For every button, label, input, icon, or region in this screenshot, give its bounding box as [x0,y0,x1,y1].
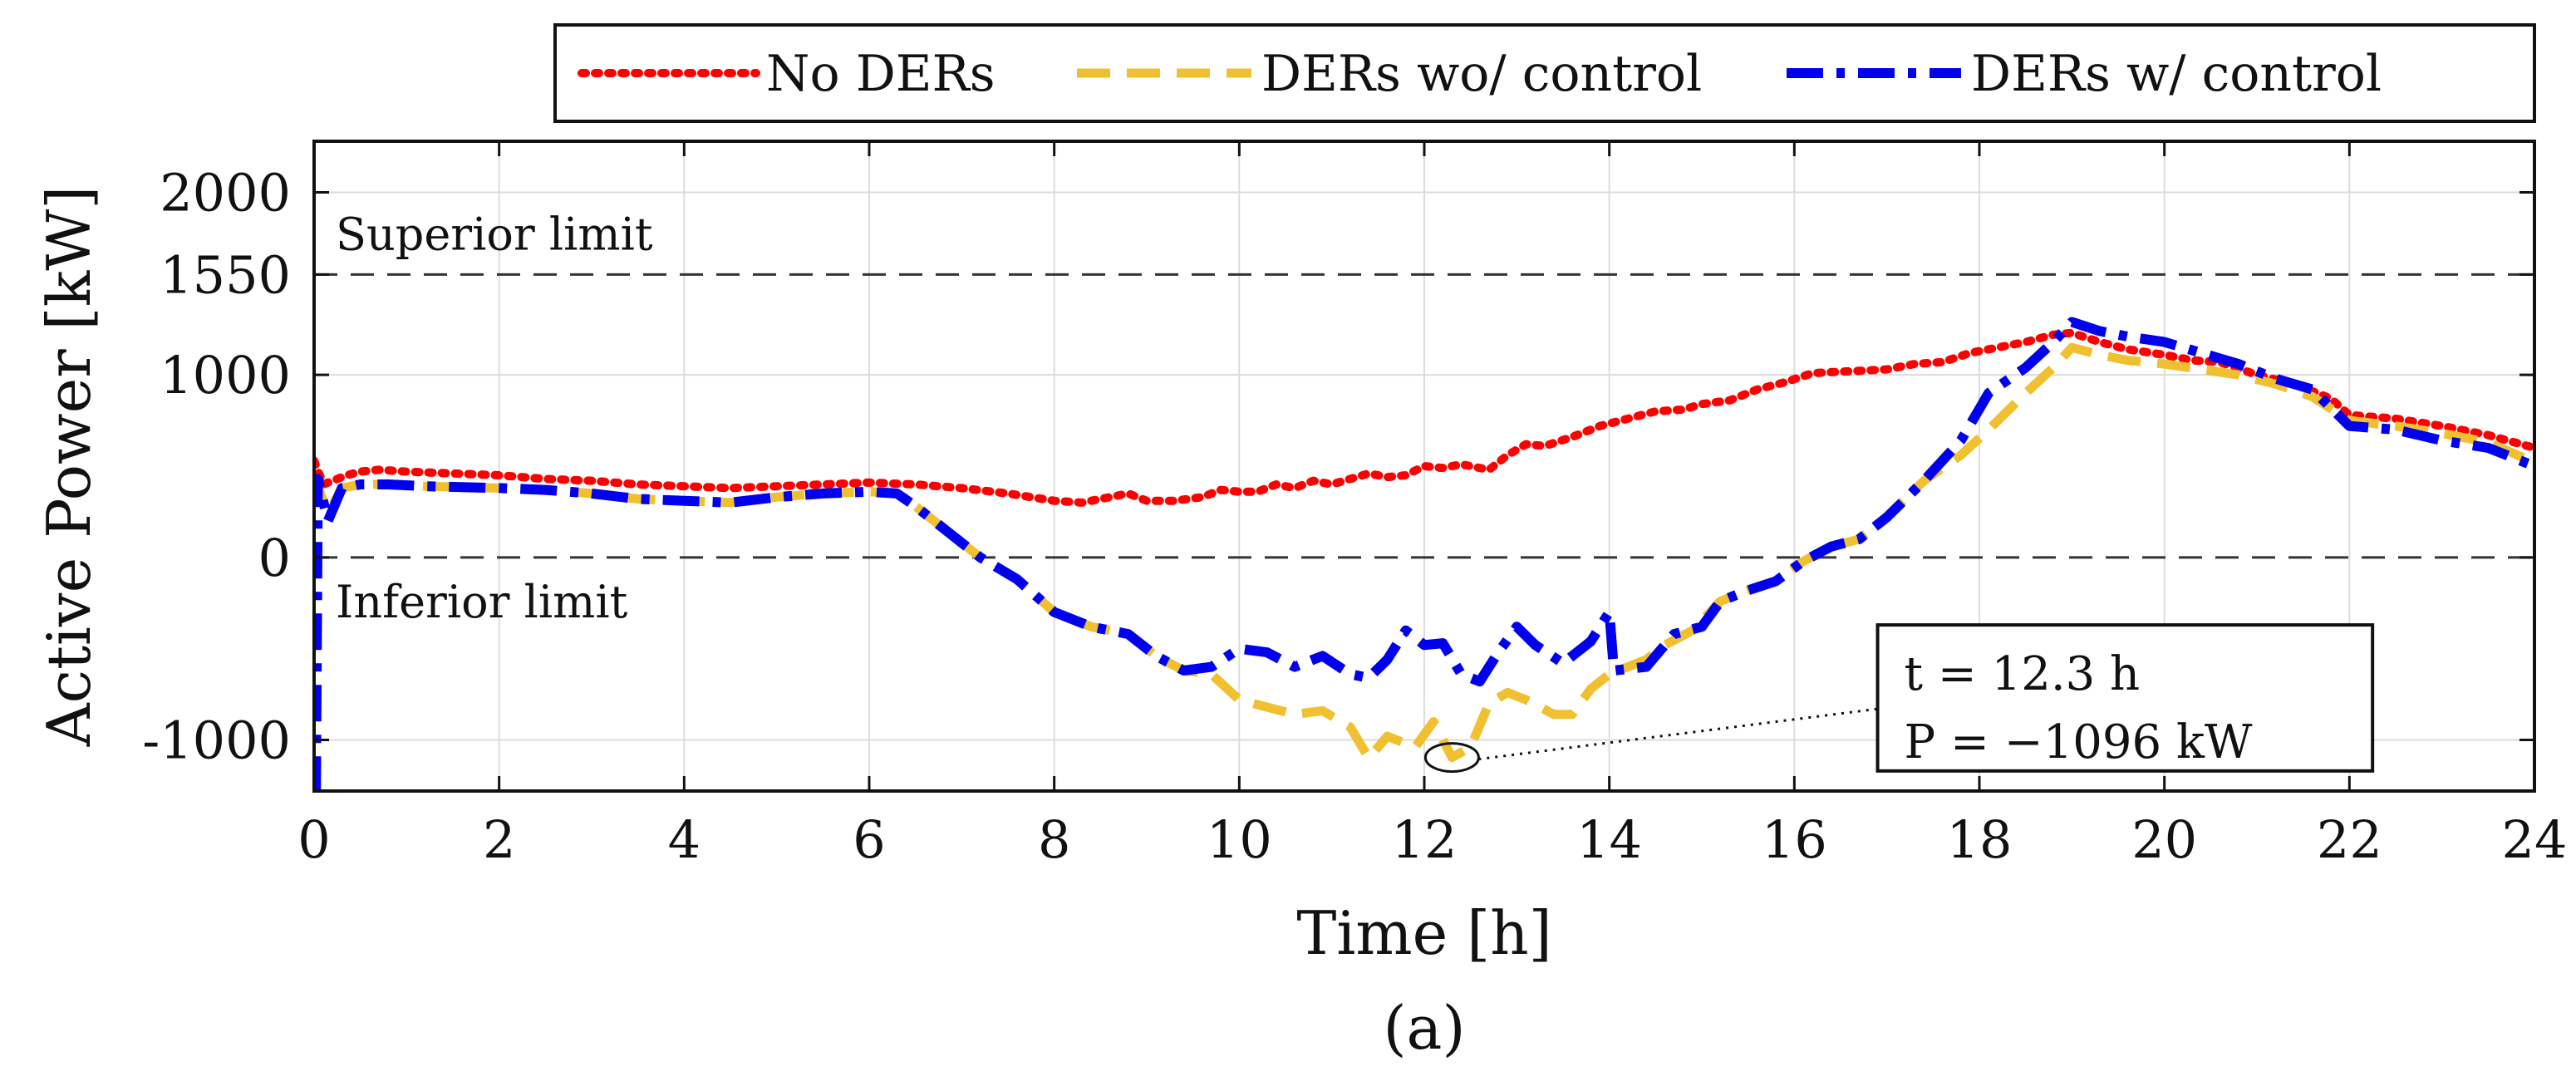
series-line-ders-w-control [314,317,2534,791]
superior-limit-label: Superior limit [336,208,653,260]
x-tick-label: 6 [853,809,885,870]
x-tick-label: 2 [483,809,515,870]
y-tick-label: -1000 [142,710,291,770]
x-axis-label: Time [h] [1296,898,1551,968]
inferior-limit-label: Inferior limit [336,576,628,628]
x-tick-label: 10 [1207,809,1272,870]
figure-caption: (a) [1383,993,1465,1063]
callout-leader [1478,707,1878,761]
y-tick-label: 2000 [160,163,291,224]
callout-box [1875,623,2375,773]
limit-labels: Superior limit Inferior limit [336,208,653,627]
limit-lines [314,273,2534,559]
series-layer [314,317,2534,791]
callout-line-power: P = −1096 kW [1905,715,2253,769]
x-tick-label: 16 [1762,809,1827,870]
x-tick-label: 14 [1576,809,1642,870]
legend-label: DERs wo/ control [1261,45,1702,103]
callout-marker [1423,742,1480,774]
x-tick-label: 4 [668,809,701,870]
x-tick-label: 18 [1947,809,2013,870]
legend-label: No DERs [766,45,995,103]
y-tick-label: 0 [258,528,291,588]
x-tick-label: 22 [2317,809,2382,870]
y-axis-label: Active Power [kW] [34,186,104,748]
x-tick-label: 8 [1038,809,1070,870]
callout-line-time: t = 12.3 h [1905,647,2141,701]
y-tick-label: 1550 [160,244,291,305]
x-tick-label: 20 [2131,809,2197,870]
legend-box [553,23,2536,123]
x-tick-label: 24 [2502,809,2568,870]
callout: t = 12.3 h P = −1096 kW [1423,623,2375,774]
legend-label: DERs w/ control [1971,45,2382,103]
y-tick-label: 1000 [160,345,291,405]
legend: No DERs DERs wo/ control DERs w/ control [553,23,2536,123]
x-tick-label: 12 [1392,809,1458,870]
x-tick-label: 0 [297,809,330,870]
series-line-no-ders [314,328,2534,507]
